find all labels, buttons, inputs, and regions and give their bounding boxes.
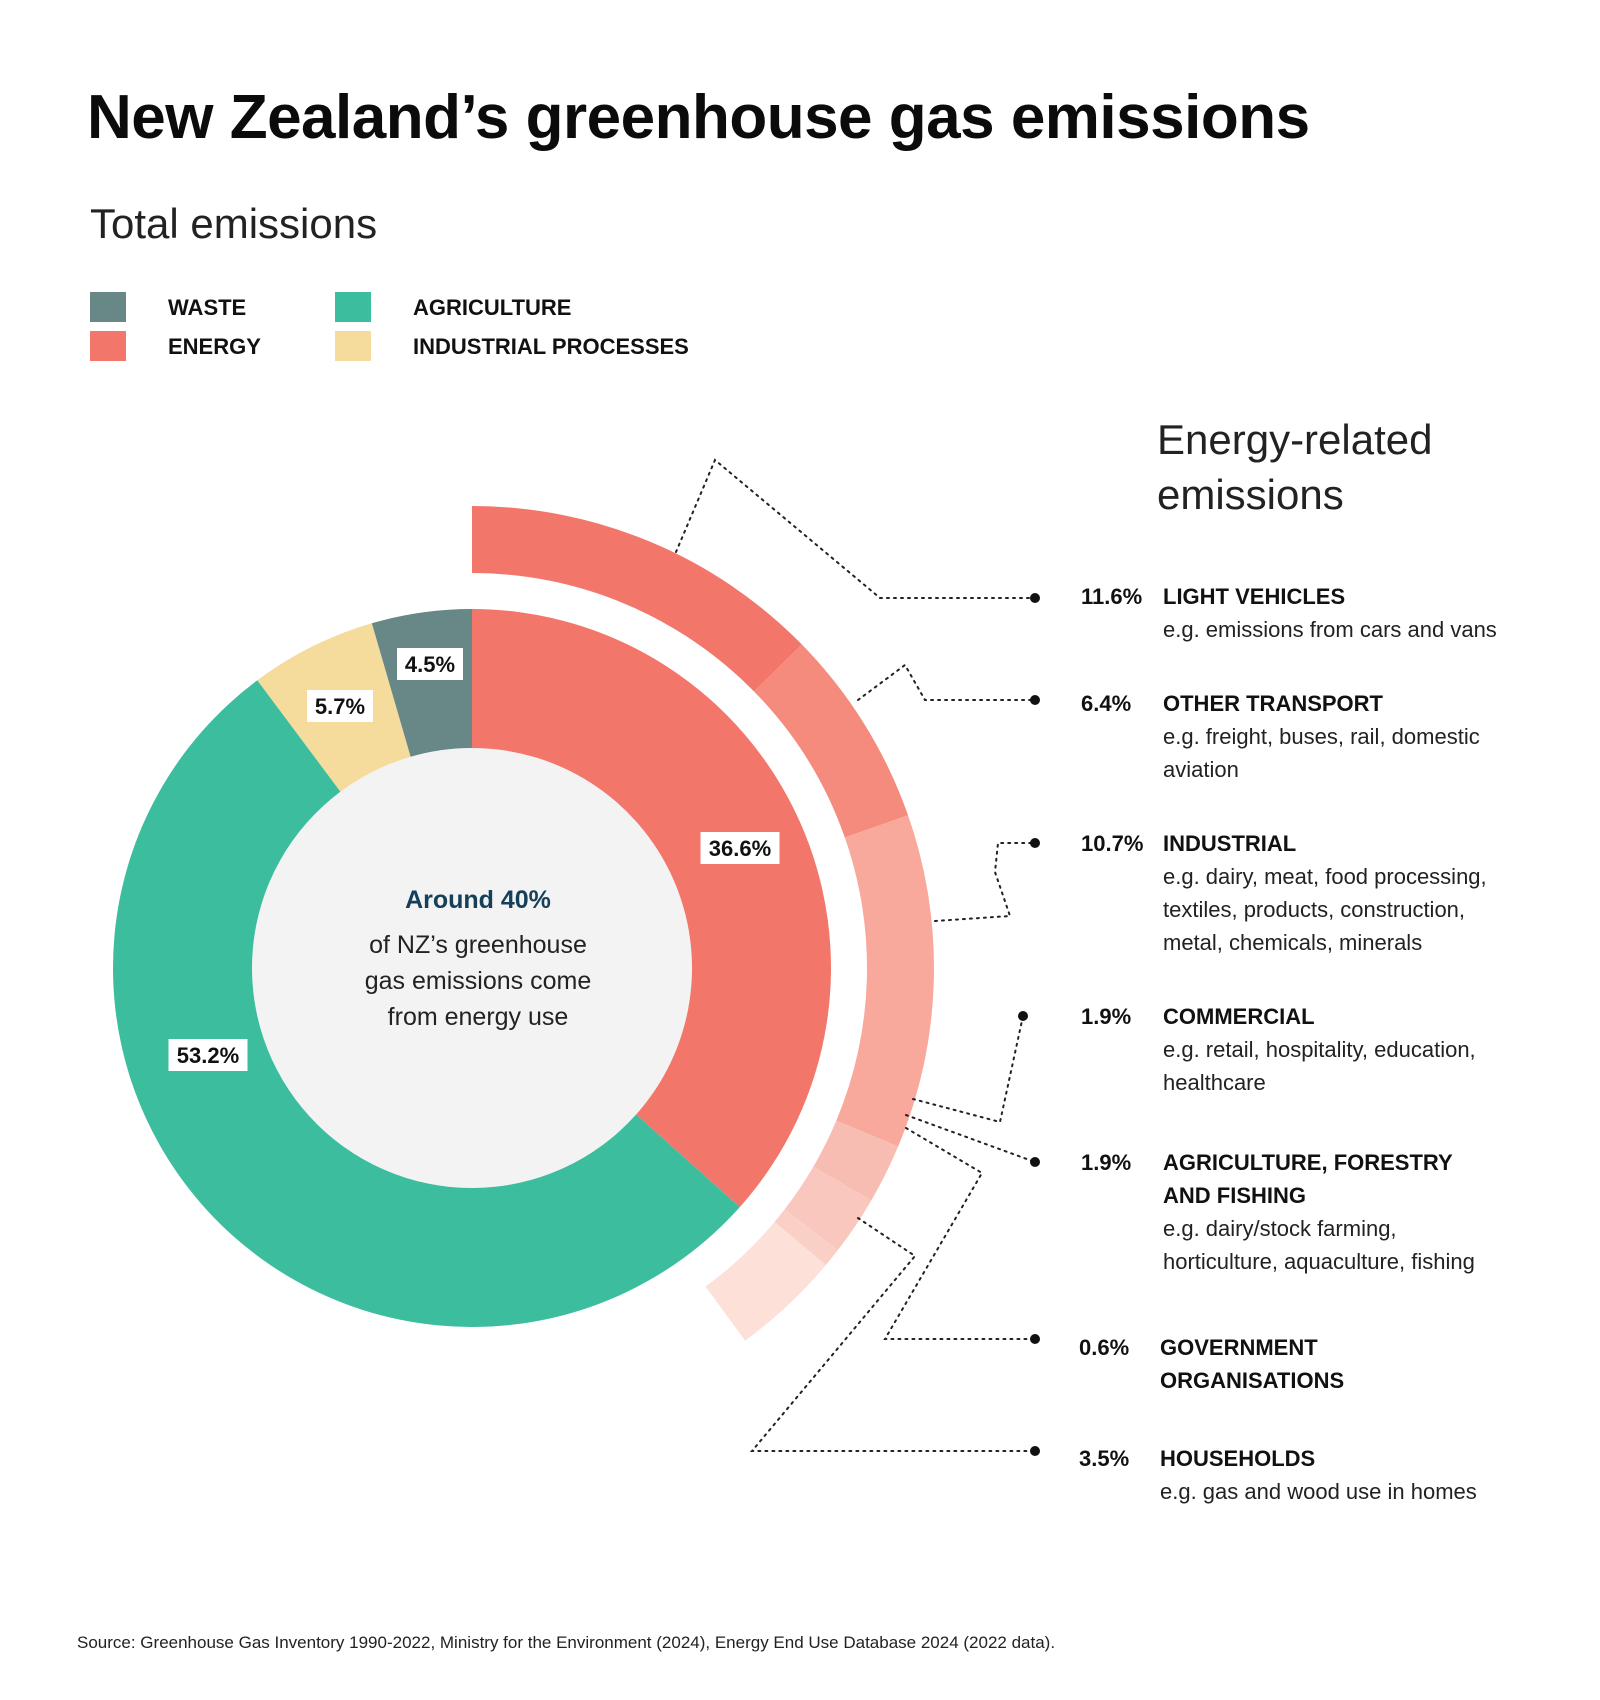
energy-value-households: 3.5% (1079, 1446, 1129, 1471)
energy-category-other-transport: OTHER TRANSPORT (1163, 691, 1384, 716)
energy-breakdown-arc (472, 506, 935, 1341)
legend-label-energy: ENERGY (168, 334, 261, 359)
center-line-3: from energy use (388, 1003, 569, 1031)
legend-swatch-energy (90, 331, 126, 361)
donut-center (252, 748, 692, 1188)
slice-value-label-industrial-processes: 5.7% (315, 694, 365, 719)
total-emissions-labels: 36.6% 53.2% 5.7% 4.5% (168, 648, 780, 1071)
energy-category-agriculture-forestry-and-fishing-line-2: AND FISHING (1163, 1183, 1306, 1208)
chart-subtitle: Total emissions (90, 200, 378, 247)
energy-segment-other-transport (754, 644, 909, 838)
leader-dot-agriculture-forestry-and-fishing (1030, 1157, 1040, 1167)
center-text: Around 40% of NZ’s greenhouse gas emissi… (365, 886, 591, 1031)
center-line-1: of NZ’s greenhouse (369, 931, 587, 959)
leader-dot-light-vehicles (1030, 593, 1040, 603)
energy-detail-households-line-1: e.g. gas and wood use in homes (1160, 1479, 1477, 1504)
slice-value-label-waste: 4.5% (405, 652, 455, 677)
legend-label-waste: WASTE (168, 295, 247, 320)
chart-title: New Zealand’s greenhouse gas emissions (87, 83, 1310, 152)
leader-dot-industrial (1030, 838, 1040, 848)
energy-category-commercial: COMMERCIAL (1163, 1004, 1315, 1029)
source-note: Source: Greenhouse Gas Inventory 1990-20… (77, 1633, 1056, 1652)
energy-value-commercial: 1.9% (1081, 1004, 1131, 1029)
energy-category-agriculture-forestry-and-fishing: AGRICULTURE, FORESTRY (1163, 1150, 1453, 1175)
energy-value-industrial: 10.7% (1081, 831, 1143, 856)
leader-line-agriculture-forestry-and-fishing (905, 1114, 1036, 1163)
leader-line-industrial (934, 842, 1036, 922)
slice-value-label-energy: 36.6% (709, 836, 771, 861)
energy-category-households: HOUSEHOLDS (1160, 1446, 1315, 1471)
donut-slice-waste (371, 609, 472, 757)
energy-category-government-organisations-line-2: ORGANISATIONS (1160, 1368, 1344, 1393)
leader-lines (675, 458, 1040, 1456)
energy-value-agriculture-forestry-and-fishing: 1.9% (1081, 1150, 1131, 1175)
energy-detail-other-transport-line-1: e.g. freight, buses, rail, domestic (1163, 724, 1480, 749)
energy-detail-industrial-line-1: e.g. dairy, meat, food processing, (1163, 864, 1487, 889)
leader-line-commercial (912, 1015, 1024, 1124)
slice-label-bg-energy (700, 832, 780, 864)
legend-swatch-agriculture (335, 292, 371, 322)
energy-segment-commercial (813, 1120, 899, 1201)
energy-detail-commercial-line-1: e.g. retail, hospitality, education, (1163, 1037, 1476, 1062)
leader-line-light-vehicles (675, 458, 1036, 599)
energy-detail-agriculture-forestry-and-fishing-line-2: horticulture, aquaculture, fishing (1163, 1249, 1475, 1274)
energy-value-government-organisations: 0.6% (1079, 1335, 1129, 1360)
energy-detail-industrial-line-3: metal, chemicals, minerals (1163, 930, 1422, 955)
energy-detail-light-vehicles-line-1: e.g. emissions from cars and vans (1163, 617, 1497, 642)
energy-detail-other-transport-line-2: aviation (1163, 757, 1239, 782)
slice-label-bg-waste (397, 648, 463, 680)
energy-breakdown-labels: 11.6% LIGHT VEHICLES e.g. emissions from c… (1079, 584, 1497, 1504)
center-headline: Around 40% (405, 886, 551, 914)
energy-segment-light-vehicles (472, 506, 802, 692)
legend-swatch-industrial-processes (335, 331, 371, 361)
energy-segment-industrial (836, 815, 935, 1147)
leader-line-other-transport (857, 663, 1036, 701)
leader-dot-government-organisations (1030, 1334, 1040, 1344)
slice-label-bg-industrial-processes (307, 690, 373, 722)
legend-swatch-waste (90, 292, 126, 322)
energy-segment-agriculture-forestry-and-fishing (784, 1166, 872, 1251)
energy-breakdown-heading: Energy-related emissions (1157, 416, 1433, 518)
leader-line-government-organisations (883, 1127, 1036, 1340)
energy-category-industrial: INDUSTRIAL (1163, 831, 1296, 856)
energy-category-government-organisations: GOVERNMENT (1160, 1335, 1318, 1360)
leader-dot-commercial (1018, 1011, 1028, 1021)
legend-label-agriculture: AGRICULTURE (413, 295, 572, 320)
energy-detail-industrial-line-2: textiles, products, construction, (1163, 897, 1465, 922)
legend-label-industrial-processes: INDUSTRIAL PROCESSES (413, 334, 689, 359)
leader-dot-other-transport (1030, 695, 1040, 705)
energy-segment-households (705, 1221, 826, 1341)
energy-segment-government-organisations (774, 1209, 838, 1266)
energy-category-light-vehicles: LIGHT VEHICLES (1163, 584, 1345, 609)
slice-label-bg-agriculture (168, 1039, 248, 1071)
energy-detail-agriculture-forestry-and-fishing-line-1: e.g. dairy/stock farming, (1163, 1216, 1397, 1241)
donut-slice-agriculture (112, 680, 740, 1328)
energy-value-other-transport: 6.4% (1081, 691, 1131, 716)
energy-value-light-vehicles: 11.6% (1081, 584, 1142, 609)
energy-detail-commercial-line-2: healthcare (1163, 1070, 1266, 1095)
slice-value-label-agriculture: 53.2% (177, 1043, 239, 1068)
total-emissions-donut (112, 609, 831, 1328)
leader-line-households (749, 1217, 1036, 1452)
center-line-2: gas emissions come (365, 967, 591, 995)
legend: WASTE AGRICULTURE ENERGY INDUSTRIAL PROC… (90, 292, 790, 372)
donut-slice-energy (472, 609, 831, 1208)
leader-dot-households (1030, 1446, 1040, 1456)
